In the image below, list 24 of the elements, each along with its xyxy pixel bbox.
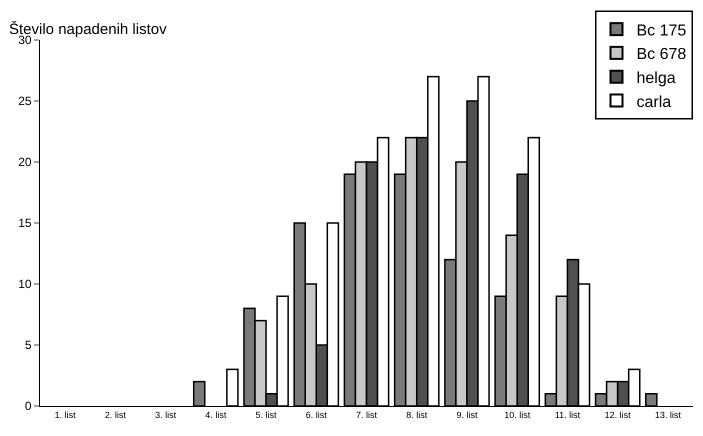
y-tick-label: 20 <box>18 155 32 170</box>
x-tick-label: 9. list <box>456 410 478 420</box>
y-tick-label: 30 <box>18 33 32 48</box>
y-tick-label: 10 <box>18 277 32 292</box>
x-tick-label: 11. list <box>554 410 581 420</box>
x-tick-label: 6. list <box>306 410 328 420</box>
y-tick-label: 0 <box>24 399 32 414</box>
x-tick-label: 4. list <box>205 410 227 420</box>
x-tick-label: 5. list <box>256 410 278 420</box>
y-tick-label: 5 <box>24 338 32 352</box>
legend-label: Bc 678 <box>636 46 686 64</box>
x-tick-label: 10. list <box>504 410 531 420</box>
y-tick-label: 25 <box>18 94 32 108</box>
legend-label: helga <box>636 70 676 87</box>
x-tick-label: 7. list <box>356 410 378 420</box>
x-tick-label: 3. list <box>155 410 177 420</box>
x-tick-label: 8. list <box>406 410 428 420</box>
y-tick-label: 15 <box>18 216 32 230</box>
x-tick-label: 1. list <box>54 410 76 420</box>
x-tick-label: 12. list <box>604 410 632 420</box>
legend-label: carla <box>636 94 672 111</box>
legend-label: Bc 175 <box>636 22 686 40</box>
x-tick-label: 2. list <box>104 410 126 420</box>
x-tick-label: 13. list <box>654 410 682 420</box>
